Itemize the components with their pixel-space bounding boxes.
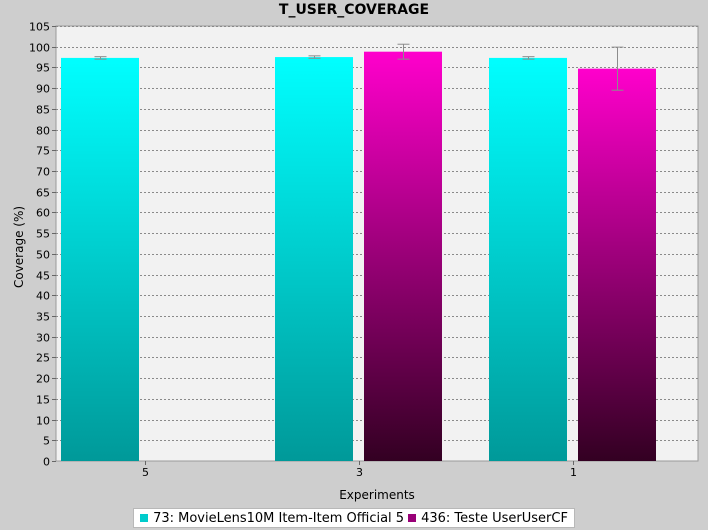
chart-title: T_USER_COVERAGE xyxy=(279,2,429,18)
bar-series-1-5 xyxy=(61,57,139,462)
error-bars xyxy=(94,43,624,91)
y-axis-label: Coverage (%) xyxy=(12,206,26,288)
legend-swatch-series-1 xyxy=(140,514,149,522)
error-bar-series-1-3 xyxy=(308,55,321,59)
y-tick-label: 65 xyxy=(36,187,50,200)
y-tick-label: 45 xyxy=(36,270,50,283)
error-bar-series-1-1 xyxy=(522,56,535,60)
y-tick-label: 35 xyxy=(36,311,50,324)
y-tick-label: 100 xyxy=(29,42,50,55)
y-tick-label: 75 xyxy=(36,145,50,158)
y-axis-ticks: 0 5 10 15 20 25 30 35 40 45 50 55 60 65 70 75 80 85 90 95 10… xyxy=(29,21,56,469)
y-tick-label: 0 xyxy=(43,456,50,469)
y-tick-label: 105 xyxy=(29,21,50,34)
y-tick-label: 60 xyxy=(36,207,50,220)
x-tick-label: 3 xyxy=(356,466,363,479)
y-tick-label: 40 xyxy=(36,290,50,303)
x-tick-label: 5 xyxy=(142,466,149,479)
bar-series-2-3 xyxy=(364,51,442,461)
bar-series-1-1 xyxy=(489,57,567,462)
legend-item-series-1: 73: MovieLens10M Item-Item Official 5 xyxy=(140,511,404,526)
y-tick-label: 80 xyxy=(36,125,50,138)
legend-swatch-series-2 xyxy=(408,514,417,522)
error-bar-series-2-3 xyxy=(397,43,410,60)
y-tick-label: 70 xyxy=(36,166,50,179)
y-tick-label: 95 xyxy=(36,62,50,75)
bar-series-2-1 xyxy=(578,68,656,462)
y-tick-label: 5 xyxy=(43,435,50,448)
legend: 73: MovieLens10M Item-Item Official 5 43… xyxy=(0,507,708,529)
x-tick-label: 1 xyxy=(570,466,577,479)
legend-box: 73: MovieLens10M Item-Item Official 5 43… xyxy=(133,508,575,528)
error-bar-series-2-1 xyxy=(611,46,624,91)
legend-item-series-2: 436: Teste UserUserCF xyxy=(408,511,568,526)
y-tick-label: 85 xyxy=(36,104,50,117)
bars xyxy=(61,51,656,462)
y-tick-label: 90 xyxy=(36,83,50,96)
legend-label-series-2: 436: Teste UserUserCF xyxy=(421,510,568,526)
y-tick-label: 30 xyxy=(36,332,50,345)
y-tick-label: 20 xyxy=(36,373,50,386)
bar-series-1-3 xyxy=(275,57,353,461)
error-bar-series-1-5 xyxy=(94,56,107,60)
y-tick-label: 25 xyxy=(36,352,50,365)
y-tick-label: 55 xyxy=(36,228,50,241)
legend-label-series-1: 73: MovieLens10M Item-Item Official 5 xyxy=(153,510,405,526)
y-tick-label: 10 xyxy=(36,415,50,428)
y-tick-label: 15 xyxy=(36,394,50,407)
x-axis-ticks: 5 3 1 xyxy=(142,461,577,479)
y-tick-label: 50 xyxy=(36,249,50,262)
x-axis-label: Experiments xyxy=(339,488,415,502)
